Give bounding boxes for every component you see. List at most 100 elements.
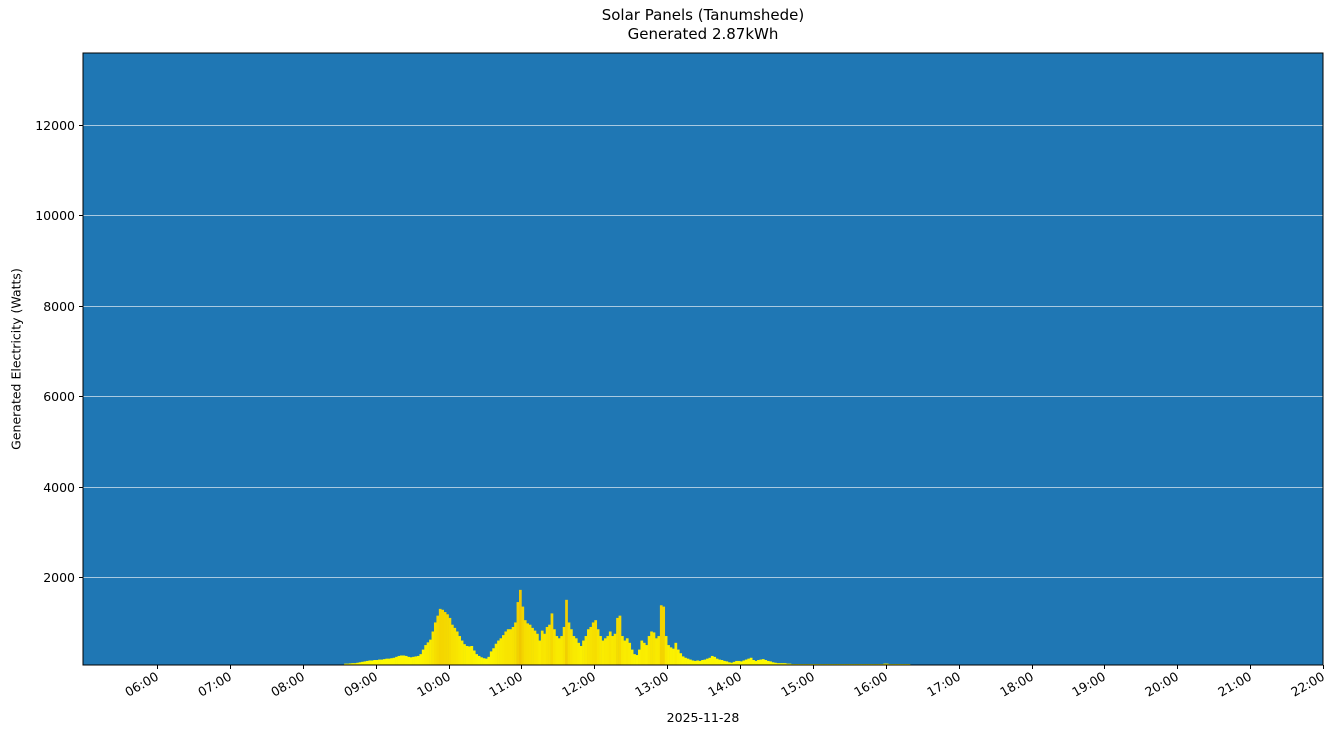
data-bar	[424, 645, 427, 665]
data-bar	[642, 642, 646, 665]
data-bar	[455, 631, 459, 665]
data-bar	[562, 626, 566, 665]
data-bar	[567, 622, 571, 665]
data-bar	[623, 640, 627, 665]
data-bar	[511, 626, 515, 665]
y-tick-label: 8000	[43, 299, 75, 314]
data-bar	[414, 656, 418, 665]
data-bar	[669, 647, 673, 665]
data-bar	[387, 658, 391, 665]
data-bar	[752, 660, 755, 665]
data-bar	[443, 612, 447, 665]
data-bar	[672, 648, 675, 665]
data-bar	[723, 660, 726, 665]
data-bar	[516, 602, 520, 665]
data-bar	[640, 640, 644, 665]
data-bar	[606, 636, 610, 665]
data-bar	[468, 646, 471, 665]
data-bar	[470, 645, 474, 665]
data-bar	[346, 663, 350, 665]
data-bar	[776, 663, 780, 665]
data-bar	[358, 662, 362, 665]
data-bar	[344, 663, 347, 665]
data-bar	[526, 623, 530, 665]
data-bar	[584, 636, 588, 665]
data-bar	[370, 660, 374, 665]
data-bar	[696, 660, 700, 665]
data-bar	[555, 636, 559, 665]
data-bar	[553, 629, 556, 665]
data-bar	[638, 649, 641, 665]
data-bar	[475, 654, 479, 665]
data-bar	[589, 626, 593, 665]
data-bar	[599, 636, 602, 665]
data-bar	[781, 663, 785, 665]
data-bar	[630, 649, 634, 665]
data-bar	[416, 655, 420, 665]
data-bar	[523, 620, 527, 665]
x-axis-label: 2025-11-28	[666, 710, 740, 725]
data-bar	[601, 640, 605, 665]
data-bar	[482, 658, 486, 665]
x-tick-label: 20:00	[1142, 669, 1181, 700]
x-tick-label: 10:00	[414, 669, 453, 700]
data-bar	[684, 657, 687, 665]
data-bar	[506, 629, 510, 665]
chart-title-line-2: Generated 2.87kWh	[627, 25, 779, 43]
data-bar	[621, 636, 624, 665]
data-bar	[570, 629, 573, 665]
data-bar	[686, 658, 690, 665]
data-bar	[433, 622, 437, 665]
y-tick-label: 12000	[35, 118, 75, 133]
x-tick-label: 11:00	[486, 669, 525, 700]
data-bar	[450, 624, 454, 665]
x-tick-label: 22:00	[1288, 669, 1327, 700]
data-bar	[458, 636, 462, 665]
data-bar	[509, 629, 513, 665]
data-bar	[494, 643, 498, 665]
data-bar	[565, 599, 568, 665]
data-bar	[628, 642, 632, 665]
data-bar	[460, 640, 464, 665]
data-bar	[380, 659, 384, 665]
x-axis-ticks: 06:00 07:00 08:00 09:00 10:00 11:00 12:00 13:00…	[122, 665, 1327, 700]
data-bar	[604, 638, 607, 665]
data-bar	[655, 638, 658, 665]
data-bar	[519, 589, 522, 665]
data-bar	[489, 651, 493, 665]
y-axis-ticks: 2000 4000 6000 8000 10000 12000	[35, 118, 83, 585]
data-bar	[528, 624, 532, 665]
data-bar	[397, 655, 401, 665]
y-axis-label: Generated Electricity (Watts)	[8, 268, 24, 450]
data-bar	[764, 660, 768, 665]
data-bar	[783, 663, 787, 665]
data-bar	[730, 662, 734, 665]
data-bar	[679, 653, 683, 665]
data-bar	[543, 633, 547, 665]
data-bar	[616, 617, 619, 665]
data-bar	[708, 657, 712, 665]
data-bar	[419, 654, 423, 665]
data-bar	[548, 624, 551, 665]
data-bar	[521, 606, 525, 665]
data-bar	[533, 630, 537, 665]
data-bar	[351, 663, 355, 665]
data-bar	[594, 620, 598, 665]
data-bar	[635, 655, 639, 665]
data-bar	[676, 649, 680, 665]
data-bar	[365, 660, 369, 665]
data-bar	[577, 642, 581, 665]
data-bar	[744, 659, 748, 665]
data-bar	[579, 645, 583, 665]
data-bar	[710, 655, 714, 665]
data-bar	[667, 645, 670, 665]
data-bar	[404, 655, 408, 665]
data-bar	[492, 648, 496, 665]
data-bar	[502, 635, 505, 665]
data-bar	[693, 660, 697, 665]
data-bar	[356, 662, 359, 665]
x-tick-label: 17:00	[924, 669, 963, 700]
data-bar	[395, 656, 398, 665]
data-bar	[348, 663, 352, 665]
chart-title-line-1: Solar Panels (Tanumshede)	[601, 6, 805, 24]
